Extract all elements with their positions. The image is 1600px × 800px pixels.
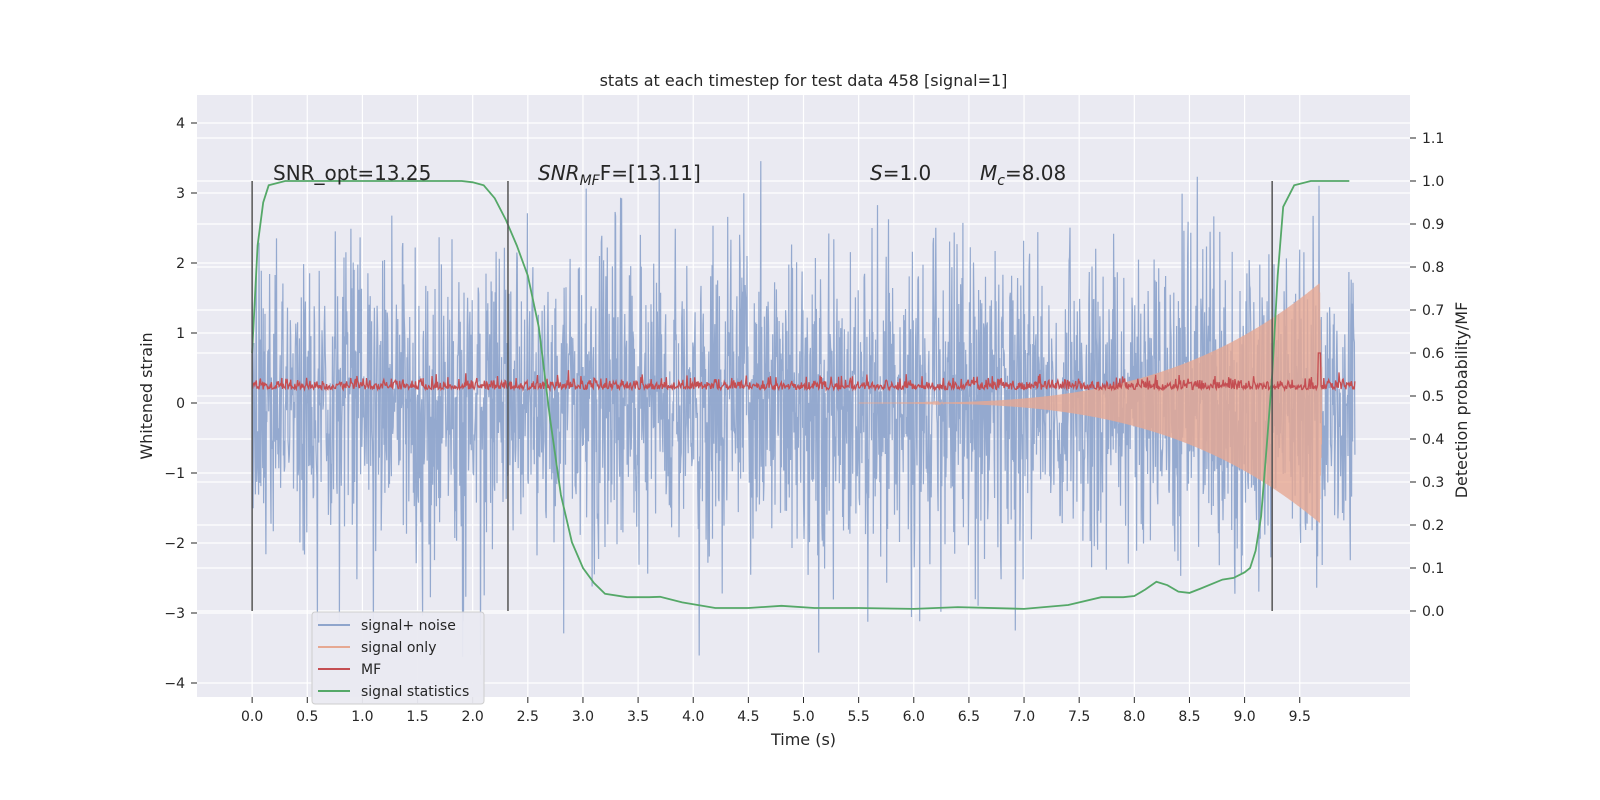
series-mf	[251, 352, 1356, 393]
x-tick-label: 4.0	[682, 709, 704, 725]
y-right-tick-label: 1.0	[1422, 174, 1444, 190]
x-tick-label: 6.0	[903, 709, 925, 725]
series-signal-noise	[251, 161, 1356, 657]
x-tick-label: 9.5	[1289, 709, 1311, 725]
annotation-snr-opt: SNR_opt=13.25	[273, 161, 431, 185]
y-right-axis-label: Detection probability/MF	[1452, 302, 1471, 499]
x-tick-label: 6.5	[958, 709, 980, 725]
y-right-tick-label: 0.6	[1422, 346, 1444, 362]
x-tick-label: 5.5	[848, 709, 870, 725]
x-axis-label: Time (s)	[770, 730, 836, 749]
x-tick-label: 0.0	[241, 709, 263, 725]
y-right-tick-label: 0.5	[1422, 389, 1444, 405]
x-tick-label: 1.0	[351, 709, 373, 725]
legend-entry: MF	[361, 662, 381, 678]
y-right-tick-label: 0.3	[1422, 475, 1444, 491]
y-left-tick-label: −3	[164, 606, 185, 622]
y-left-tick-label: −4	[164, 676, 185, 692]
annotation-mc: Mc=8.08	[980, 161, 1066, 189]
annotation-s: S=1.0	[870, 161, 931, 185]
y-right-tick-label: 0.8	[1422, 260, 1444, 276]
series-signal-statistics	[251, 180, 1350, 610]
legend: signal+ noise signal only MF signal statist…	[311, 611, 485, 705]
y-right-tick-label: 0.7	[1422, 303, 1444, 319]
legend-box	[311, 611, 485, 705]
x-tick-label: 8.5	[1178, 709, 1200, 725]
annotation-snr-mf: SNRMFF=[13.11]	[538, 161, 701, 189]
x-tick-label: 7.0	[1013, 709, 1035, 725]
x-tick-label: 9.0	[1233, 709, 1255, 725]
y-left-tick-label: −2	[164, 536, 185, 552]
legend-entry: signal+ noise	[361, 618, 456, 634]
x-tick-label: 2.0	[462, 709, 484, 725]
x-tick-label: 0.5	[296, 709, 318, 725]
x-tick-label: 8.0	[1123, 709, 1145, 725]
y-right-tick-label: 0.4	[1422, 432, 1444, 448]
chart-title: stats at each timestep for test data 458…	[600, 71, 1008, 90]
series-signal-only	[858, 283, 1323, 523]
y-right-tick-label: 0.1	[1422, 561, 1444, 577]
legend-entry: signal statistics	[361, 684, 469, 700]
y-left-tick-label: 2	[176, 256, 185, 272]
y-left-tick-label: 0	[176, 396, 185, 412]
x-tick-label: 3.5	[627, 709, 649, 725]
y-left-tick-label: −1	[164, 466, 185, 482]
x-tick-label: 7.5	[1068, 709, 1090, 725]
y-left-tick-label: 1	[176, 326, 185, 342]
legend-entry: signal only	[361, 640, 436, 656]
y-left-tick-label: 3	[176, 186, 185, 202]
x-tick-label: 1.5	[406, 709, 428, 725]
y-left-tick-label: 4	[176, 116, 185, 132]
x-tick-label: 2.5	[517, 709, 539, 725]
y-right-tick-label: 0.0	[1422, 604, 1444, 620]
x-tick-label: 4.5	[737, 709, 759, 725]
x-tick-label: 5.0	[792, 709, 814, 725]
y-right-tick-label: 0.9	[1422, 217, 1444, 233]
y-right-tick-label: 1.1	[1422, 131, 1444, 147]
y-right-tick-label: 0.2	[1422, 518, 1444, 534]
y-left-axis-label: Whitened strain	[137, 332, 156, 459]
x-tick-label: 3.0	[572, 709, 594, 725]
